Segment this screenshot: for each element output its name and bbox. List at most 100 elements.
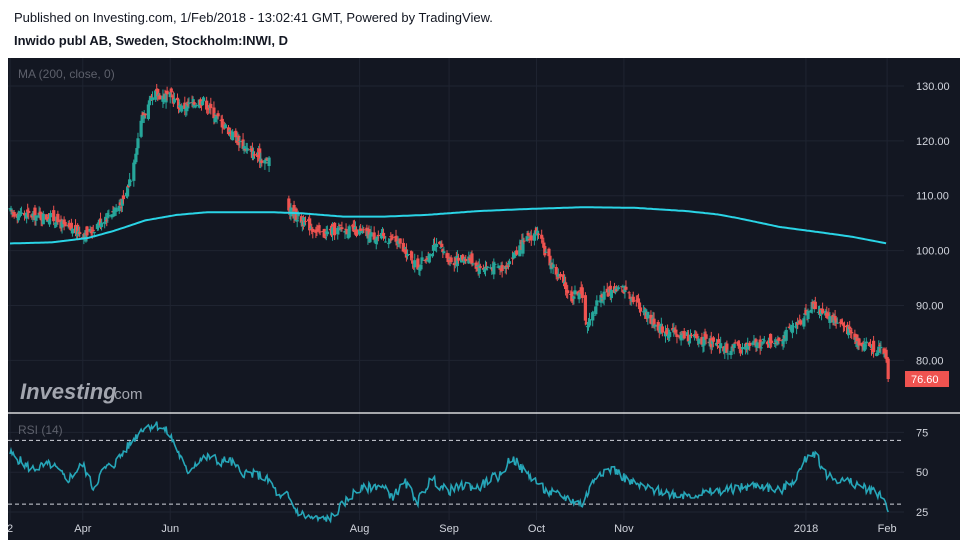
candle [732, 343, 736, 355]
candle [617, 285, 621, 291]
symbol-title: Inwido publ AB, Sweden, Stockholm:INWI, … [14, 33, 288, 48]
candle [154, 88, 158, 103]
candle-body [795, 322, 799, 329]
candle-body [557, 277, 561, 279]
candle [119, 204, 123, 213]
candle-body [878, 344, 882, 346]
candle-body [877, 346, 881, 353]
candle [584, 320, 589, 325]
candle [209, 97, 213, 115]
candle-body [564, 282, 568, 290]
time-axis[interactable]: 2 Apr Jun Aug Sep Oct Nov 2018 Feb [8, 523, 897, 535]
candle [169, 87, 173, 96]
candle [375, 235, 379, 245]
candle-body [621, 285, 625, 287]
candle-body [506, 265, 510, 267]
candle-body [200, 101, 205, 106]
candle-body [416, 258, 420, 270]
rsi-axis[interactable]: 75 50 25 [916, 427, 928, 519]
candle-body [314, 229, 318, 233]
candle-body [418, 268, 422, 271]
candlestick-series[interactable] [8, 83, 890, 383]
candle-body [535, 230, 540, 236]
candle-body [716, 339, 721, 343]
candle-body [799, 320, 803, 325]
candle-body [235, 140, 239, 143]
candle-body [48, 213, 53, 218]
candle-body [556, 273, 560, 277]
candle-body [542, 242, 546, 248]
candle-body [227, 130, 232, 132]
candle-body [522, 240, 526, 242]
candle-body [16, 214, 20, 221]
candle-body [427, 253, 431, 263]
candle [442, 246, 446, 255]
candle-body [649, 314, 653, 324]
candle-body [842, 325, 847, 328]
candle [833, 309, 837, 326]
candle [507, 258, 512, 267]
candle [777, 337, 781, 344]
candle-body [841, 323, 846, 326]
time-tick-label: Nov [614, 523, 634, 535]
candle-body [470, 253, 474, 265]
moving-average-series [9, 206, 887, 245]
candle [449, 255, 453, 265]
candle [737, 340, 741, 354]
candle-body [125, 188, 130, 197]
candle [220, 114, 224, 134]
candle-body [411, 261, 415, 264]
candle-body [634, 300, 638, 302]
candle-body [638, 307, 643, 312]
candle-body [776, 340, 780, 345]
candle-body [237, 135, 241, 146]
price-axis[interactable]: 130.00 120.00 110.00 100.00 90.00 80.00 [916, 81, 950, 367]
candle [27, 207, 31, 220]
candle [309, 225, 313, 230]
candle-body [103, 221, 107, 224]
candle-body [434, 243, 439, 248]
candle-body [656, 321, 660, 331]
logo-text: Investing [20, 379, 117, 404]
candle-body [309, 228, 313, 230]
candle [668, 329, 672, 342]
chart-area[interactable]: Investing .com 130.00 120.00 110.00 100.00 9… [8, 58, 960, 540]
candle-body [587, 319, 592, 326]
candle [322, 228, 326, 238]
candle-body [536, 233, 541, 235]
candle-body [212, 107, 216, 119]
time-tick-label: Aug [350, 523, 370, 535]
candle-body [132, 162, 136, 181]
candle [128, 172, 132, 188]
candle [411, 256, 415, 269]
candle-body [127, 185, 131, 188]
candle [216, 110, 220, 120]
candle-body [583, 295, 587, 321]
candle-body [652, 318, 656, 327]
candle [566, 284, 570, 299]
chart-canvas[interactable]: Investing .com 130.00 120.00 110.00 100.00 9… [8, 58, 960, 540]
candle [535, 226, 540, 241]
candle [700, 332, 704, 347]
candle-body [863, 345, 867, 347]
candle-body [387, 242, 391, 245]
candle-body [67, 222, 71, 228]
candle-body [744, 343, 748, 350]
candle-body [149, 96, 154, 98]
candle [430, 253, 435, 258]
candle [398, 238, 402, 249]
candle-body [223, 124, 227, 129]
rsi-tick-label: 25 [916, 507, 928, 519]
candle [760, 341, 764, 346]
candle-body [56, 213, 60, 223]
candle-body [187, 102, 191, 104]
candle [557, 277, 561, 279]
candle [695, 331, 699, 340]
candle-body [570, 291, 574, 302]
candle-body [781, 340, 785, 344]
candle [158, 93, 162, 100]
candle-body [424, 259, 428, 261]
candle [54, 224, 58, 229]
candle [697, 335, 701, 348]
candle [112, 206, 116, 217]
